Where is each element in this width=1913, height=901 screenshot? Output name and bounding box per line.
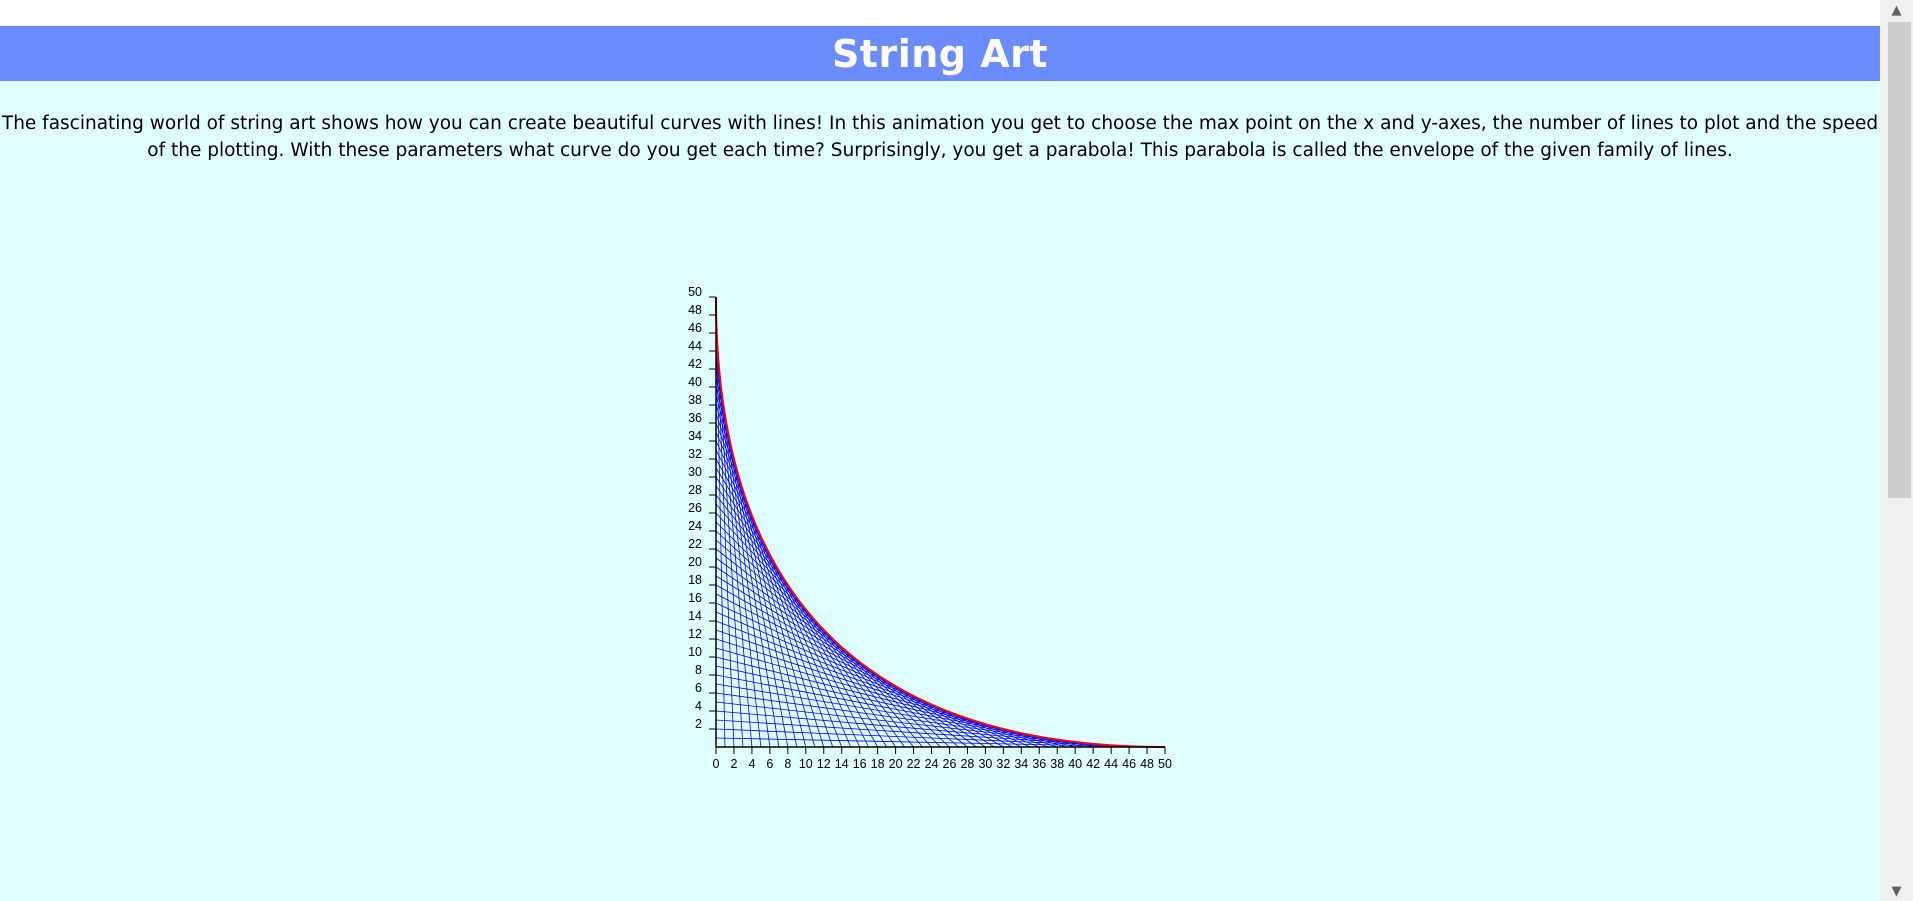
- y-tick-label: 44: [688, 339, 702, 353]
- x-tick-label: 22: [907, 757, 921, 771]
- page-title: String Art: [831, 31, 1049, 76]
- string-line: [715, 575, 995, 748]
- x-tick-label: 36: [1032, 757, 1046, 771]
- x-tick-label: 40: [1068, 757, 1082, 771]
- x-tick-label: 6: [766, 757, 773, 771]
- x-tick-label: 32: [996, 757, 1010, 771]
- title-banner: String Art: [0, 26, 1880, 81]
- y-tick-label: 48: [688, 303, 702, 317]
- y-tick-label: 50: [688, 285, 702, 299]
- y-tick-label: 46: [688, 321, 702, 335]
- string-line: [715, 611, 1031, 748]
- x-tick-label: 42: [1086, 757, 1100, 771]
- y-tick-label: 40: [688, 375, 702, 389]
- y-tick-label: 8: [695, 663, 702, 677]
- y-tick-label: 32: [688, 447, 702, 461]
- vertical-scrollbar[interactable]: ▲ ▼: [1880, 0, 1913, 901]
- x-tick-label: 10: [799, 757, 813, 771]
- string-line: [715, 557, 977, 748]
- string-lines: [715, 297, 1165, 748]
- string-line: [715, 602, 1022, 748]
- y-tick-label: 30: [688, 465, 702, 479]
- y-tick-label: 42: [688, 357, 702, 371]
- scroll-thumb[interactable]: [1888, 22, 1911, 498]
- string-line: [715, 593, 1013, 748]
- x-tick-label: 18: [871, 757, 885, 771]
- y-tick-label: 22: [688, 537, 702, 551]
- y-tick-label: 16: [688, 591, 702, 605]
- tick-labels: 0 2 4 6 8 10 12 14 16 18 20 22 24 26 28 30 32 34 36 38 40 42 4…: [688, 285, 1172, 771]
- y-tick-label: 10: [688, 645, 702, 659]
- x-tick-label: 2: [730, 757, 737, 771]
- intro-paragraph: The fascinating world of string art show…: [0, 110, 1880, 164]
- scroll-down-icon[interactable]: ▼: [1891, 883, 1902, 899]
- y-tick-label: 14: [688, 609, 702, 623]
- x-tick-label: 12: [817, 757, 831, 771]
- y-tick-label: 20: [688, 555, 702, 569]
- x-tick-label: 16: [853, 757, 867, 771]
- x-tick-label: 48: [1140, 757, 1154, 771]
- string-line: [715, 728, 1148, 748]
- x-tick-label: 24: [925, 757, 939, 771]
- x-tick-label: 14: [835, 757, 849, 771]
- y-tick-label: 18: [688, 573, 702, 587]
- string-line: [715, 584, 1004, 748]
- y-tick-label: 12: [688, 627, 702, 641]
- string-line: [715, 719, 1139, 748]
- y-tick-label: 34: [688, 429, 702, 443]
- intro-line-1: The fascinating world of string art show…: [1, 113, 1879, 134]
- string-line: [715, 737, 1157, 748]
- scroll-up-icon[interactable]: ▲: [1891, 2, 1902, 18]
- x-tick-label: 30: [978, 757, 992, 771]
- x-tick-label: 50: [1158, 757, 1172, 771]
- intro-line-2: of the plotting. With these parameters w…: [147, 140, 1733, 161]
- x-tick-label: 28: [960, 757, 974, 771]
- x-tick-label: 26: [943, 757, 957, 771]
- ticks: [709, 296, 1166, 754]
- y-tick-label: 2: [695, 717, 702, 731]
- y-tick-label: 6: [695, 681, 702, 695]
- x-tick-label: 34: [1014, 757, 1028, 771]
- y-tick-label: 4: [695, 699, 702, 713]
- top-strip: [0, 0, 1880, 26]
- axes: [715, 297, 1165, 748]
- y-tick-label: 28: [688, 483, 702, 497]
- envelope-curve: [715, 297, 1165, 748]
- x-tick-label: 8: [784, 757, 791, 771]
- x-tick-label: 38: [1050, 757, 1064, 771]
- x-tick-label: 4: [748, 757, 755, 771]
- string-line: [715, 620, 1040, 748]
- string-line: [715, 629, 1049, 748]
- y-tick-label: 38: [688, 393, 702, 407]
- y-tick-label: 24: [688, 519, 702, 533]
- x-tick-label: 0: [713, 757, 720, 771]
- x-tick-label: 44: [1104, 757, 1118, 771]
- x-tick-label: 20: [889, 757, 903, 771]
- y-tick-label: 36: [688, 411, 702, 425]
- y-tick-label: 26: [688, 501, 702, 515]
- string-line: [715, 566, 986, 748]
- x-tick-label: 46: [1122, 757, 1136, 771]
